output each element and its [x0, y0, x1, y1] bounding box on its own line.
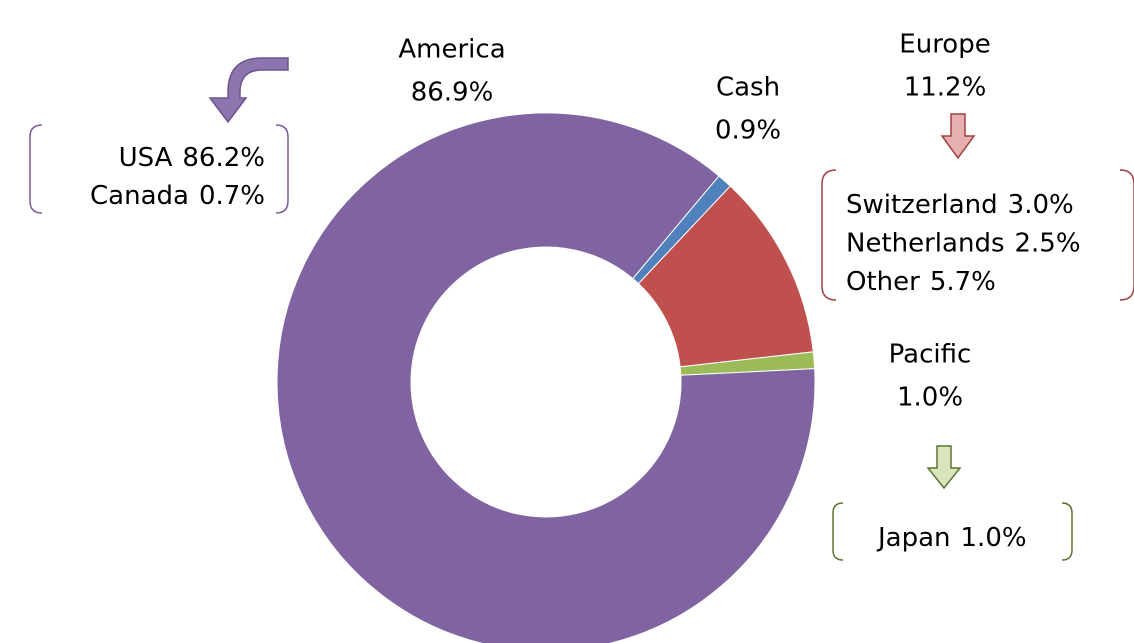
breakdown-item: USA 86.2% — [119, 143, 265, 173]
europe-arrow — [940, 113, 976, 160]
bracket — [1119, 169, 1134, 301]
breakdown-item: Netherlands 2.5% — [846, 228, 1081, 258]
breakdown-name: USA — [119, 143, 173, 173]
breakdown-item: Switzerland 3.0% — [846, 190, 1074, 220]
breakdown-value: 86.2% — [182, 143, 265, 173]
breakdown-value: 3.0% — [1008, 190, 1074, 220]
bracket — [832, 502, 844, 561]
breakdown-item: Other 5.7% — [846, 267, 996, 297]
breakdown-value: 5.7% — [930, 267, 996, 297]
breakdown-name: Other — [846, 267, 920, 297]
slice-value: 0.9% — [715, 116, 781, 146]
breakdown-name: Canada — [90, 181, 189, 211]
donut-slice — [276, 112, 816, 643]
slice-value: 1.0% — [897, 383, 963, 413]
slice-value: 11.2% — [904, 73, 987, 103]
america-arrow — [208, 57, 289, 124]
breakdown-name: Netherlands — [846, 228, 1005, 258]
slice-label: Cash — [716, 73, 780, 103]
slice-label: America — [398, 35, 505, 65]
slice-label: Pacific — [889, 340, 972, 370]
breakdown-value: 1.0% — [961, 523, 1027, 553]
bracket — [275, 124, 289, 214]
bracket — [821, 169, 837, 301]
breakdown-item: Canada 0.7% — [90, 181, 265, 211]
breakdown-item: Japan 1.0% — [876, 523, 1027, 553]
bracket — [29, 124, 43, 214]
slice-value: 86.9% — [411, 78, 494, 108]
breakdown-name: Switzerland — [846, 190, 998, 220]
breakdown-value: 0.7% — [199, 181, 265, 211]
breakdown-name: Japan — [876, 523, 951, 553]
pacific-arrow — [926, 445, 962, 490]
breakdown-value: 2.5% — [1015, 228, 1081, 258]
bracket — [1061, 502, 1073, 561]
slice-label: Europe — [899, 30, 990, 60]
